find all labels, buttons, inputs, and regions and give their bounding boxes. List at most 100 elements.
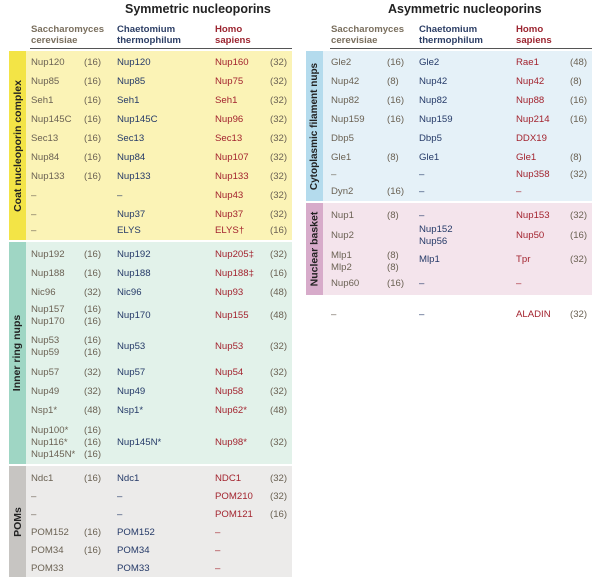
ct-gene: Seh1: [117, 95, 140, 106]
hs-gene: NDC1: [215, 473, 242, 484]
symmetric-title: Symmetric nucleoporins: [125, 2, 271, 16]
hs-gene: Nup107: [215, 152, 249, 163]
sc-count: (32): [84, 386, 102, 397]
sc-count: (16): [84, 316, 102, 327]
sc-count: (16): [387, 95, 405, 106]
sc-gene: –: [31, 190, 37, 201]
sc-gene: Nup188: [31, 268, 65, 279]
sc-gene: Nic96: [31, 287, 56, 298]
sc-gene: Nup59: [31, 347, 60, 358]
hs-count: (32): [570, 254, 588, 265]
hs-gene: Nup188‡: [215, 268, 254, 279]
ct-gene: Nup188: [117, 268, 151, 279]
sc-count: (32): [84, 287, 102, 298]
sc-gene: –: [331, 169, 337, 180]
hs-count: (48): [270, 405, 288, 416]
sc-count: (48): [84, 405, 102, 416]
coat-complex-label: Coat nucleoporin complex: [11, 79, 24, 212]
ct-gene: Nup53: [117, 341, 146, 352]
hs-count: (16): [570, 114, 588, 125]
hs-count: (48): [270, 287, 288, 298]
ct-gene: Nup152: [419, 224, 453, 235]
sc-gene: POM152: [31, 527, 69, 538]
sc-count: (16): [84, 76, 102, 87]
ct-gene: POM152: [117, 527, 155, 538]
sc-gene: Nup145C: [31, 114, 72, 125]
ct-gene: Nup85: [117, 76, 146, 87]
sc-gene: Ndc1: [31, 473, 54, 484]
hs-gene: Nup50: [516, 230, 545, 241]
hs-gene: Nup96: [215, 114, 244, 125]
hs-count: (32): [270, 57, 288, 68]
hs-gene: Rae1: [516, 57, 539, 68]
sym-header-homo: Homo sapiens: [215, 24, 251, 46]
sc-count: (16): [84, 347, 102, 358]
hs-gene: Nup43: [215, 190, 244, 201]
hs-gene: Nup358: [516, 169, 550, 180]
ct-gene: –: [117, 190, 123, 201]
hs-gene: Sec13: [215, 133, 243, 144]
ct-gene: Nup120: [117, 57, 151, 68]
hs-gene: DDX19: [516, 133, 547, 144]
sc-gene: Nsp1*: [31, 405, 58, 416]
ct-gene: Nsp1*: [117, 405, 144, 416]
hs-count: (32): [270, 95, 288, 106]
sc-count: (16): [84, 152, 102, 163]
sc-gene: –: [31, 225, 37, 236]
cytoplasmic-label: Cytoplasmic filament nups: [309, 62, 320, 190]
hs-count: (32): [270, 386, 288, 397]
ct-gene: Sec13: [117, 133, 145, 144]
hs-count: (32): [270, 473, 288, 484]
sc-gene: Gle1: [331, 152, 352, 163]
asym-header-homo: Homo sapiens: [516, 24, 552, 46]
sc-gene: Nup60: [331, 278, 360, 289]
hs-count: (16): [270, 268, 288, 279]
sc-count: (16): [387, 114, 405, 125]
sc-count: (16): [387, 57, 405, 68]
hs-count: (32): [270, 491, 288, 502]
sc-gene: Nup53: [31, 335, 60, 346]
sc-gene: Nup170: [31, 316, 65, 327]
hs-gene: Nup88: [516, 95, 545, 106]
sc-count: (8): [387, 76, 399, 87]
sc-count: (16): [84, 545, 102, 556]
sc-count: (32): [84, 367, 102, 378]
hs-count: (32): [270, 209, 288, 220]
ct-gene: –: [419, 186, 425, 197]
hs-gene: Nup153: [516, 210, 550, 221]
hs-gene: –: [516, 186, 522, 197]
poms-band: [9, 466, 292, 577]
poms-label-bar: POMs: [9, 466, 26, 577]
hs-gene: Nup93: [215, 287, 244, 298]
hs-gene: Nup133: [215, 171, 249, 182]
ct-gene: Nup42: [419, 76, 448, 87]
sc-gene: Nup85: [31, 76, 60, 87]
sc-count: (16): [84, 171, 102, 182]
hs-count: (32): [270, 341, 288, 352]
hs-count: (32): [270, 249, 288, 260]
ct-gene: Nic96: [117, 287, 142, 298]
sc-gene: –: [31, 509, 37, 520]
sc-gene: Gle2: [331, 57, 352, 68]
ct-gene: Nup56: [419, 236, 448, 247]
ct-gene: Nup84: [117, 152, 146, 163]
hs-count: (8): [570, 76, 582, 87]
ct-gene: POM34: [117, 545, 150, 556]
hs-gene: Nup42: [516, 76, 545, 87]
sc-count: (16): [84, 95, 102, 106]
hs-gene: –: [215, 545, 221, 556]
sc-count: (8): [387, 250, 399, 261]
hs-gene: Nup75: [215, 76, 244, 87]
sc-gene: –: [331, 309, 337, 320]
sc-gene: Nup145N*: [31, 449, 76, 460]
hs-count: (32): [270, 171, 288, 182]
sc-count: (8): [387, 262, 399, 273]
sc-gene: POM33: [31, 563, 64, 574]
sc-gene: Nup2: [331, 230, 354, 241]
ct-gene: Nup145N*: [117, 437, 162, 448]
sc-count: (8): [387, 152, 399, 163]
hs-gene: Nup58: [215, 386, 244, 397]
ct-gene: POM33: [117, 563, 150, 574]
nuclear-basket-label-bar: Nuclear basket: [306, 203, 323, 295]
ct-gene: –: [117, 491, 123, 502]
